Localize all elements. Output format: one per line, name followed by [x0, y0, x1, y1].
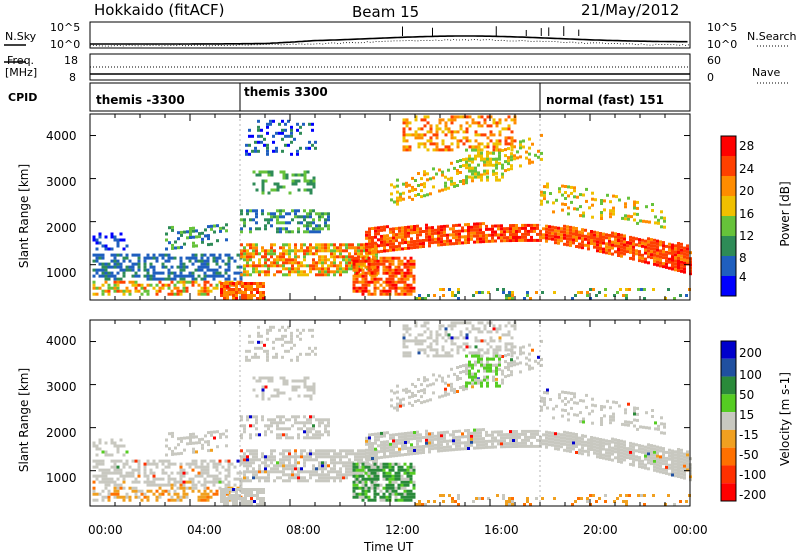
xtick-0000: 00:00: [88, 523, 123, 537]
vel-cb-tick-200: 200: [739, 346, 762, 360]
velocity-colorbar-segment: [721, 465, 736, 484]
vel-cb-tick-neg200: -200: [739, 488, 767, 502]
cpid-panel-frame: [89, 82, 691, 112]
velocity-colorbar-segment: [721, 412, 736, 430]
velocity-colorbar-segment: [721, 429, 736, 448]
power-cb-tick-12: 12: [739, 229, 755, 243]
xtick-1600: 16:00: [484, 523, 519, 537]
nsearch-tick-low: 10^0: [707, 38, 738, 51]
power-cb-tick-20: 20: [739, 184, 755, 198]
nave-tick-low: 0: [707, 71, 714, 84]
velocity-colorbar-frame: [720, 340, 737, 502]
vel-cb-tick-15: 15: [739, 408, 755, 422]
nsky-tick-low: 10^0: [50, 38, 81, 51]
velocity-ytick-3000: 3000: [46, 380, 77, 394]
power-colorbar-segment: [721, 196, 736, 216]
xtick-2000: 20:00: [583, 523, 618, 537]
nsky-spikes: [402, 26, 580, 36]
power-cb-tick-28: 28: [739, 139, 755, 153]
cpid-segment-1: themis -3300: [96, 93, 185, 107]
power-colorbar-segment: [721, 256, 736, 276]
xtick-0800: 08:00: [286, 523, 321, 537]
nave-tick-high: 60: [707, 54, 721, 67]
cpid-label: CPID: [8, 91, 38, 104]
nsearch-tick-high: 10^5: [707, 21, 738, 34]
power-heatmap: [92, 115, 692, 300]
freq-label: Freq.: [7, 54, 35, 67]
xtick-1200: 12:00: [385, 523, 420, 537]
freq-tick-low: 8: [69, 71, 76, 84]
nsky-panel-frame: [89, 21, 691, 49]
vel-cb-tick-neg15: -15: [739, 428, 759, 442]
power-cb-tick-16: 16: [739, 207, 755, 221]
power-cb-tick-24: 24: [739, 162, 755, 176]
power-ytick-3000: 3000: [46, 175, 77, 189]
xtick-2400: 00:00: [673, 523, 708, 537]
velocity-ytick-4000: 4000: [46, 334, 77, 348]
power-colorbar-frame: [720, 135, 737, 297]
nave-label: Nave: [752, 66, 781, 79]
nsky-curve: [90, 35, 688, 45]
time-xlabel: Time UT: [364, 540, 414, 554]
freq-unit-label: [MHz]: [5, 66, 38, 79]
freq-tick-high: 18: [64, 54, 78, 67]
velocity-colorbar-segment: [721, 376, 736, 395]
velocity-ytick-2000: 2000: [46, 426, 77, 440]
power-cb-tick-8: 8: [739, 251, 747, 265]
velocity-colorbar-segment: [721, 394, 736, 413]
velocity-colorbar-segment: [721, 483, 736, 501]
vel-cb-tick-100: 100: [739, 368, 762, 382]
vel-cb-tick-neg100: -100: [739, 468, 767, 482]
nsky-tick-high: 10^5: [50, 21, 81, 34]
power-ytick-4000: 4000: [46, 129, 77, 143]
power-colorbar-segment: [721, 156, 736, 176]
xtick-0400: 04:00: [187, 523, 222, 537]
power-colorbar-segment: [721, 276, 736, 296]
power-colorbar-segment: [721, 216, 736, 236]
nsearch-label: N.Search: [747, 30, 797, 43]
velocity-colorbar-segment: [721, 447, 736, 466]
vel-cb-tick-neg50: -50: [739, 448, 759, 462]
station-title: Hokkaido (fitACF): [94, 1, 225, 19]
power-cb-tick-4: 4: [739, 270, 747, 284]
vel-cb-tick-50: 50: [739, 388, 755, 402]
velocity-colorbar-segment: [721, 341, 736, 359]
power-colorbar-segment: [721, 236, 736, 256]
velocity-ytick-1000: 1000: [46, 471, 77, 485]
beam-title: Beam 15: [352, 3, 420, 21]
velocity-colorbar-segment: [721, 358, 736, 377]
power-colorbar-segment: [721, 136, 736, 156]
power-ytick-1000: 1000: [46, 266, 77, 280]
cpid-segment-3: normal (fast) 151: [546, 93, 664, 107]
nsky-label: N.Sky: [5, 30, 37, 43]
power-ytick-2000: 2000: [46, 221, 77, 235]
velocity-heatmap: [92, 321, 692, 506]
date-title: 21/May/2012: [581, 1, 680, 19]
cpid-segment-2: themis 3300: [244, 85, 328, 99]
power-colorbar-segment: [721, 176, 736, 196]
